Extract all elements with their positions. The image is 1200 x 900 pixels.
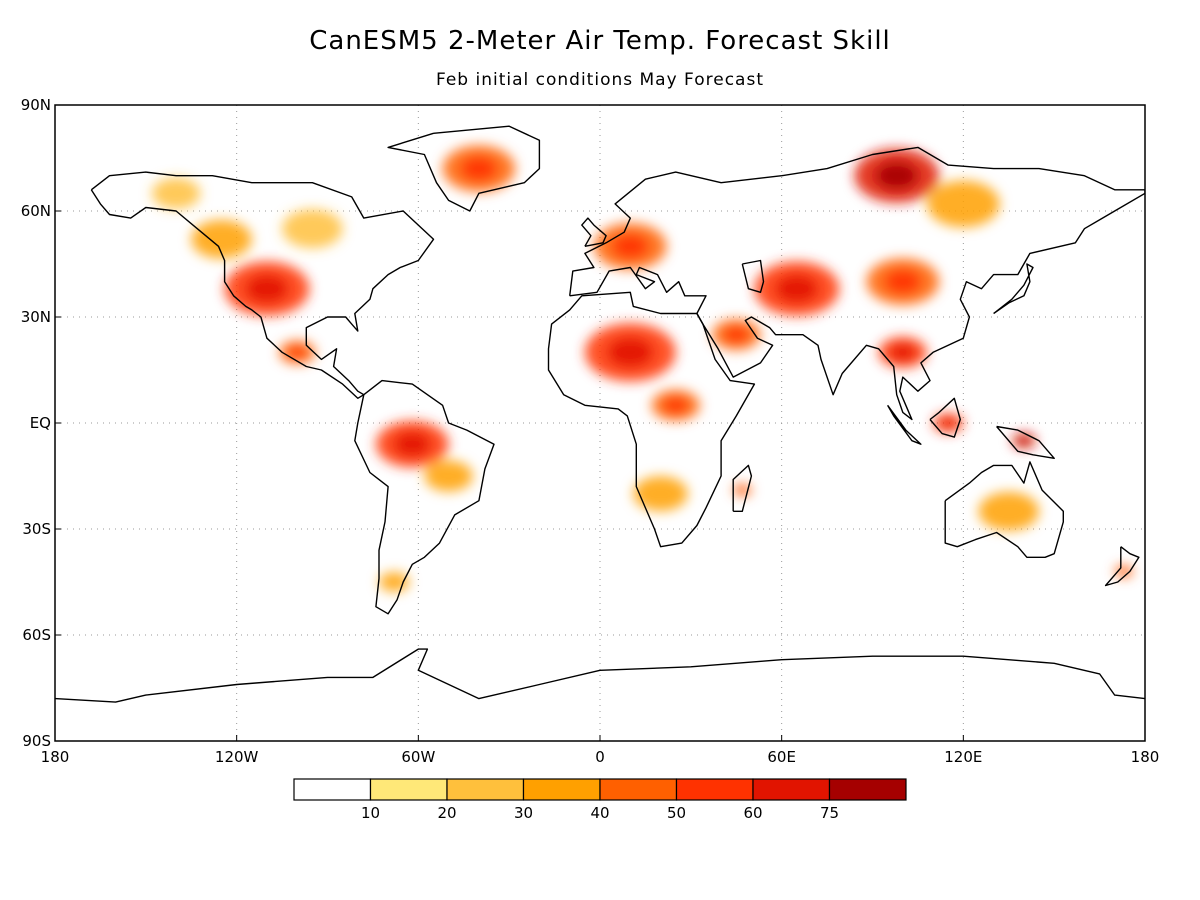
skill-region — [978, 491, 1040, 531]
lon-tick-label: 60W — [401, 748, 435, 766]
lat-tick-label: 60S — [22, 626, 51, 644]
colorbar-swatch — [446, 778, 525, 801]
skill-core — [607, 337, 653, 367]
latitude-axis: 90N 60N 30N EQ 30S 60S 90S — [21, 96, 61, 750]
coastline — [55, 648, 1145, 703]
lat-tick-label: 90N — [21, 96, 51, 114]
coastline — [569, 146, 1145, 421]
skill-region — [151, 177, 201, 209]
colorbar-label: 40 — [590, 804, 609, 822]
coastline — [90, 171, 435, 399]
skill-core — [724, 326, 749, 343]
colorbar-swatch — [293, 778, 372, 801]
colorbar-swatch — [369, 778, 448, 801]
skill-core — [394, 432, 431, 456]
colorbar: 10 20 30 40 50 60 75 — [293, 778, 907, 822]
colorbar-label: 30 — [514, 804, 533, 822]
skill-region — [282, 209, 343, 249]
coastline — [1104, 546, 1140, 587]
skill-core — [1119, 568, 1129, 575]
colorbar-swatch — [599, 778, 678, 801]
lon-tick-label: 0 — [595, 748, 605, 766]
lon-tick-label: 60E — [767, 748, 796, 766]
coastline — [387, 125, 541, 212]
skill-field — [151, 145, 1133, 592]
colorbar-label: 10 — [361, 804, 380, 822]
skill-core — [1017, 436, 1030, 445]
coastlines — [55, 125, 1145, 703]
coastline — [929, 397, 961, 438]
skill-core — [245, 275, 289, 303]
lat-tick-label: 90S — [22, 732, 51, 750]
lon-tick-label: 120W — [215, 748, 259, 766]
coastline — [996, 425, 1055, 459]
skill-core — [884, 270, 921, 294]
map-title: CanESM5 2-Meter Air Temp. Forecast Skill — [309, 26, 891, 56]
colorbar-swatch — [828, 778, 907, 801]
coastline — [944, 461, 1064, 558]
colorbar-label: 50 — [667, 804, 686, 822]
skill-core — [775, 275, 818, 303]
coastline — [886, 404, 922, 445]
skill-region — [378, 572, 410, 592]
lat-tick-label: 30S — [22, 520, 51, 538]
colorbar-swatch — [675, 778, 754, 801]
skill-region — [424, 460, 473, 492]
lat-tick-label: 60N — [21, 202, 51, 220]
colorbar-swatch — [752, 778, 831, 801]
colorbar-label: 75 — [820, 804, 839, 822]
skill-core — [663, 397, 688, 414]
skill-core — [890, 344, 915, 361]
colorbar-swatch — [522, 778, 601, 801]
skill-core — [737, 487, 747, 494]
lon-tick-label: 180 — [41, 748, 70, 766]
coastline — [354, 379, 495, 615]
skill-region — [927, 180, 1000, 228]
skill-region — [633, 476, 688, 512]
coastline — [547, 291, 756, 548]
map-subtitle: Feb initial conditions May Forecast — [435, 70, 764, 90]
skill-core — [288, 346, 307, 359]
colorbar-label: 60 — [743, 804, 762, 822]
coastline — [581, 217, 607, 247]
coastline — [741, 259, 765, 293]
skill-region — [191, 219, 252, 259]
skill-core — [940, 418, 956, 428]
lon-tick-label: 120E — [944, 748, 982, 766]
colorbar-label: 20 — [437, 804, 456, 822]
lat-tick-label: 30N — [21, 308, 51, 326]
skill-core — [612, 234, 649, 258]
skill-core — [460, 156, 498, 181]
lat-tick-label: EQ — [30, 414, 51, 432]
skill-core — [875, 162, 918, 190]
longitude-axis: 180 120W 60W 0 60E 120E 180 — [41, 735, 1160, 766]
lon-tick-label: 180 — [1131, 748, 1160, 766]
coastline — [732, 464, 753, 512]
coastline — [993, 263, 1034, 315]
